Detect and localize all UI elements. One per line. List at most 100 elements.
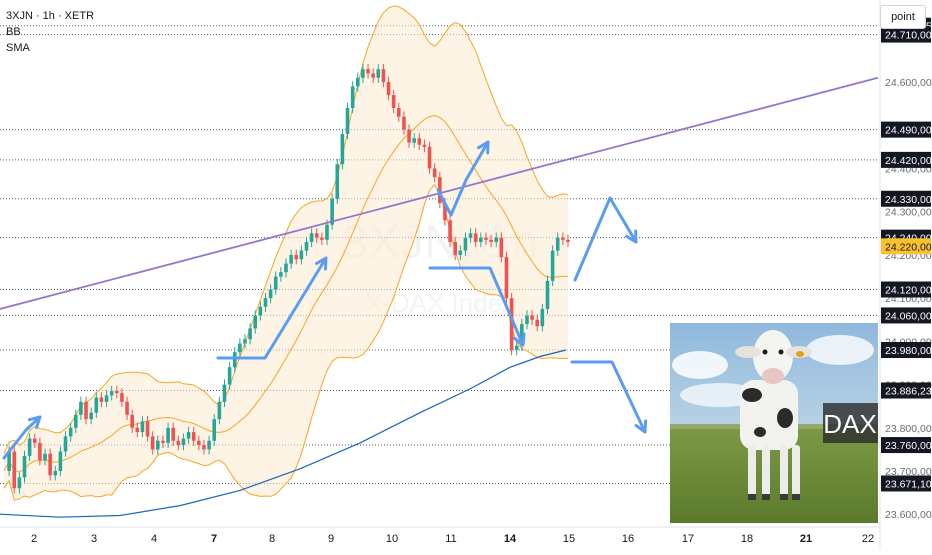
cow-hoof-3 bbox=[792, 494, 800, 500]
candle-body-40 bbox=[207, 440, 211, 450]
candle-body-86 bbox=[443, 203, 447, 221]
candle-body-96 bbox=[494, 237, 499, 242]
candle-body-3 bbox=[17, 477, 22, 489]
candle-body-105 bbox=[540, 308, 545, 327]
candle-body-4 bbox=[22, 455, 27, 478]
bb-fill bbox=[4, 5, 568, 501]
candle-body-20 bbox=[104, 395, 109, 402]
cow-leg-3 bbox=[792, 445, 800, 497]
candle-body-57 bbox=[294, 254, 299, 260]
level-tag-4: 24.330,00 bbox=[885, 194, 932, 206]
candle-body-102 bbox=[525, 315, 529, 325]
candle-body-42 bbox=[217, 401, 222, 420]
price-unit-selector[interactable]: point bbox=[880, 5, 926, 29]
current-price-tag-bg bbox=[881, 238, 931, 255]
arrow-path-1 bbox=[216, 256, 328, 360]
candle-body-83 bbox=[427, 146, 432, 169]
x-tick-label: 21 bbox=[800, 533, 812, 545]
time-axis[interactable]: 2 3 4 7 8 9 10 11 14 15 16 17 18 21 22 bbox=[0, 526, 880, 545]
candle-body-18 bbox=[94, 397, 99, 413]
arrow-head-0 bbox=[27, 415, 42, 429]
candle-body-85 bbox=[438, 177, 442, 204]
sma-path bbox=[0, 349, 567, 518]
candle-body-82 bbox=[422, 144, 427, 147]
level-tag-6: 24.120,00 bbox=[885, 285, 932, 297]
candle-body-45 bbox=[232, 352, 237, 368]
candle-body-70 bbox=[361, 69, 365, 78]
candle-body-11 bbox=[58, 451, 63, 471]
candle-body-99 bbox=[509, 298, 514, 350]
arrow-path-2 bbox=[436, 140, 490, 217]
candle-body-62 bbox=[320, 237, 324, 240]
candle-body-98 bbox=[504, 257, 509, 299]
candles bbox=[7, 63, 570, 494]
x-tick-label: 4 bbox=[151, 533, 157, 545]
candle-body-34 bbox=[176, 440, 181, 446]
candle-body-5 bbox=[27, 438, 32, 456]
candle-body-90 bbox=[463, 237, 468, 251]
candle-body-15 bbox=[79, 401, 83, 415]
candle-body-66 bbox=[340, 133, 345, 165]
cow-head bbox=[753, 330, 793, 382]
candle-body-92 bbox=[473, 233, 478, 242]
candle-body-41 bbox=[212, 419, 217, 441]
cow-eye-right bbox=[778, 349, 784, 355]
candle-body-30 bbox=[156, 440, 160, 450]
candle-body-93 bbox=[479, 237, 483, 242]
bb-lower bbox=[3, 183, 569, 501]
cow-leg-1 bbox=[762, 445, 770, 497]
candle-body-106 bbox=[545, 280, 550, 309]
candle-body-38 bbox=[197, 440, 201, 446]
level-tag-9: 23.886,23 bbox=[885, 386, 932, 398]
candle-body-78 bbox=[402, 116, 406, 130]
y-tick-label: 24.300,00 bbox=[885, 207, 932, 219]
level-tag-7: 24.060,00 bbox=[885, 310, 932, 322]
candle-body-1 bbox=[7, 451, 11, 471]
price-axis-bg bbox=[880, 0, 932, 550]
candle-body-89 bbox=[458, 250, 463, 255]
x-tick-label: 3 bbox=[91, 533, 97, 545]
candle-body-69 bbox=[355, 77, 360, 87]
candle-body-37 bbox=[191, 432, 196, 441]
arrow-head-5 bbox=[634, 419, 648, 434]
candle-body-36 bbox=[186, 432, 191, 439]
level-tag-3: 24.420,00 bbox=[885, 155, 932, 167]
candle-body-12 bbox=[63, 436, 68, 452]
candle-body-28 bbox=[145, 421, 150, 437]
x-tick-label: 2 bbox=[31, 533, 37, 545]
y-tick-label: 23.700,00 bbox=[885, 466, 932, 478]
cow-spot bbox=[754, 427, 766, 437]
cow-hoof-1 bbox=[762, 494, 770, 500]
legend-symbol: 3XJN · 1h · XETR bbox=[6, 10, 95, 22]
candle-body-74 bbox=[381, 69, 386, 83]
candle-body-8 bbox=[43, 453, 47, 461]
candle-body-61 bbox=[314, 233, 319, 238]
candle-body-24 bbox=[125, 401, 129, 415]
cow-photo: DAX bbox=[670, 323, 878, 523]
cloud bbox=[806, 335, 874, 365]
candle-body-104 bbox=[535, 319, 540, 327]
candle-body-22 bbox=[115, 391, 119, 394]
x-tick-label: 9 bbox=[328, 533, 334, 545]
candle-body-14 bbox=[73, 414, 78, 428]
cow-leg-2 bbox=[780, 445, 788, 497]
price-axis[interactable]: 24.600,0024.400,0024.300,0024.200,0024.1… bbox=[879, 0, 932, 550]
candle-body-59 bbox=[304, 241, 309, 251]
level-tag-8: 23.980,00 bbox=[885, 345, 932, 357]
candle-body-77 bbox=[397, 108, 401, 117]
candle-body-58 bbox=[299, 250, 304, 260]
candle-body-26 bbox=[135, 427, 140, 433]
candle-body-55 bbox=[284, 263, 288, 273]
candle-body-16 bbox=[84, 401, 88, 420]
level-tag-1: 24.710,00 bbox=[885, 30, 932, 42]
candle-body-80 bbox=[412, 138, 416, 143]
path-arrows[interactable] bbox=[2, 140, 648, 460]
candle-body-88 bbox=[453, 241, 457, 255]
candle-body-21 bbox=[109, 391, 114, 396]
x-tick-label: 18 bbox=[741, 533, 753, 545]
cow-spot bbox=[742, 388, 762, 402]
candle-body-65 bbox=[335, 164, 340, 199]
cow-hoof-2 bbox=[780, 494, 788, 500]
